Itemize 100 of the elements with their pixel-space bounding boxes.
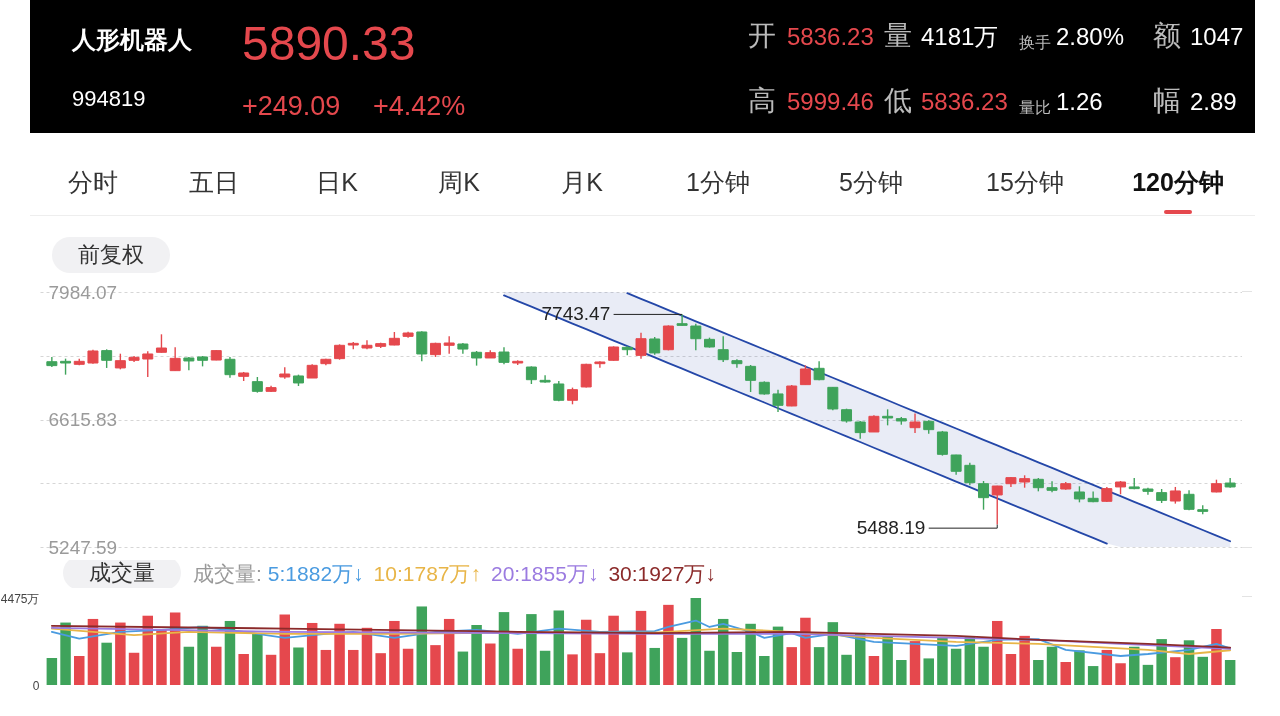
bar bbox=[786, 647, 797, 685]
bar bbox=[348, 649, 359, 685]
bar bbox=[320, 649, 332, 685]
text: 五日 bbox=[189, 168, 239, 197]
text: +4.42% bbox=[373, 91, 466, 122]
chart-title: 人形机器人 bbox=[72, 25, 192, 54]
candlestick bbox=[991, 484, 1003, 526]
bar bbox=[1224, 660, 1236, 685]
bar bbox=[252, 633, 263, 685]
candlestick bbox=[786, 384, 798, 408]
candlestick bbox=[978, 480, 990, 511]
bar bbox=[608, 615, 619, 685]
bar bbox=[498, 612, 510, 685]
candlestick bbox=[676, 313, 688, 327]
text: 10:1787万↑ bbox=[373, 562, 481, 586]
bar bbox=[1170, 657, 1181, 685]
text: 前复权 bbox=[52, 237, 170, 273]
legend-title: 成交量: bbox=[193, 562, 262, 586]
text: 换手 bbox=[1019, 34, 1051, 52]
bar bbox=[676, 637, 688, 685]
bar bbox=[731, 651, 743, 685]
text: 分时 bbox=[68, 168, 118, 197]
candlestick bbox=[964, 461, 976, 486]
candlestick bbox=[909, 412, 921, 434]
bar bbox=[813, 647, 825, 685]
text: 5836.23 bbox=[921, 87, 1008, 116]
text: 量 bbox=[884, 19, 912, 52]
text: 低 bbox=[884, 84, 912, 117]
candlestick bbox=[169, 346, 181, 372]
text: 1分钟 bbox=[686, 168, 750, 197]
candlestick bbox=[443, 335, 455, 355]
text: 5:1882万↓ bbox=[267, 562, 364, 586]
text: 周K bbox=[438, 168, 480, 197]
bar bbox=[128, 652, 140, 685]
bar bbox=[74, 655, 85, 685]
y-tick-label: 4475万 bbox=[0, 591, 40, 606]
bar bbox=[539, 650, 551, 685]
bar bbox=[485, 643, 496, 685]
bar bbox=[759, 655, 770, 685]
candlestick bbox=[690, 322, 702, 352]
candlestick bbox=[224, 356, 236, 379]
line-series bbox=[503, 294, 1108, 545]
bar bbox=[649, 647, 660, 685]
bar bbox=[526, 614, 537, 685]
text: 成交量 bbox=[63, 556, 181, 590]
line-series bbox=[626, 292, 1232, 543]
bar bbox=[950, 648, 962, 685]
bar bbox=[622, 652, 633, 685]
text: +249.09 bbox=[242, 91, 341, 122]
bar bbox=[1019, 635, 1030, 685]
bar bbox=[197, 625, 208, 685]
bar bbox=[1211, 629, 1222, 685]
bar bbox=[800, 617, 811, 685]
bar bbox=[430, 645, 441, 685]
text: 5836.23 bbox=[787, 22, 874, 51]
bar bbox=[238, 653, 249, 685]
bar bbox=[882, 636, 893, 685]
text: 120分钟 bbox=[1132, 168, 1224, 197]
text: 15分钟 bbox=[986, 168, 1064, 197]
text: 30:1927万↓ bbox=[608, 562, 716, 586]
bar bbox=[1005, 653, 1017, 685]
bar bbox=[375, 653, 386, 685]
bar bbox=[471, 624, 482, 685]
candlestick bbox=[155, 333, 167, 354]
bar bbox=[909, 641, 921, 685]
text: 5890.33 bbox=[242, 16, 416, 71]
candlestick bbox=[950, 454, 962, 476]
text: 4181万 bbox=[921, 22, 999, 51]
bar bbox=[334, 623, 345, 685]
bar bbox=[553, 610, 565, 685]
y-tick-label: 6615.83 bbox=[48, 409, 118, 430]
bar bbox=[293, 647, 304, 685]
bar bbox=[402, 648, 414, 685]
text: 量比 bbox=[1019, 99, 1051, 117]
y-tick-label: 0 bbox=[32, 678, 40, 693]
candlestick bbox=[662, 324, 674, 352]
candlestick bbox=[717, 335, 729, 363]
candlestick bbox=[416, 330, 428, 363]
text: 5999.46 bbox=[787, 87, 874, 116]
bar bbox=[1115, 663, 1126, 685]
candlestick bbox=[799, 364, 811, 386]
bar bbox=[978, 646, 989, 685]
text: 月K bbox=[561, 168, 603, 197]
y-tick-label: 7984.07 bbox=[48, 281, 118, 303]
bar bbox=[594, 653, 606, 685]
candlestick bbox=[539, 374, 551, 384]
candlestick bbox=[745, 364, 757, 393]
text: 额 bbox=[1153, 19, 1181, 52]
bar bbox=[937, 637, 948, 685]
bar bbox=[868, 655, 880, 685]
bar bbox=[1060, 662, 1071, 685]
text: 高 bbox=[748, 84, 776, 117]
bar bbox=[1197, 656, 1208, 685]
candlestick bbox=[1046, 480, 1058, 494]
text: 2.89 bbox=[1190, 87, 1237, 116]
bar bbox=[1142, 664, 1154, 685]
text: 日K bbox=[316, 168, 358, 197]
bar bbox=[1033, 660, 1044, 685]
text: 5分钟 bbox=[839, 168, 903, 197]
text: 994819 bbox=[72, 85, 146, 112]
